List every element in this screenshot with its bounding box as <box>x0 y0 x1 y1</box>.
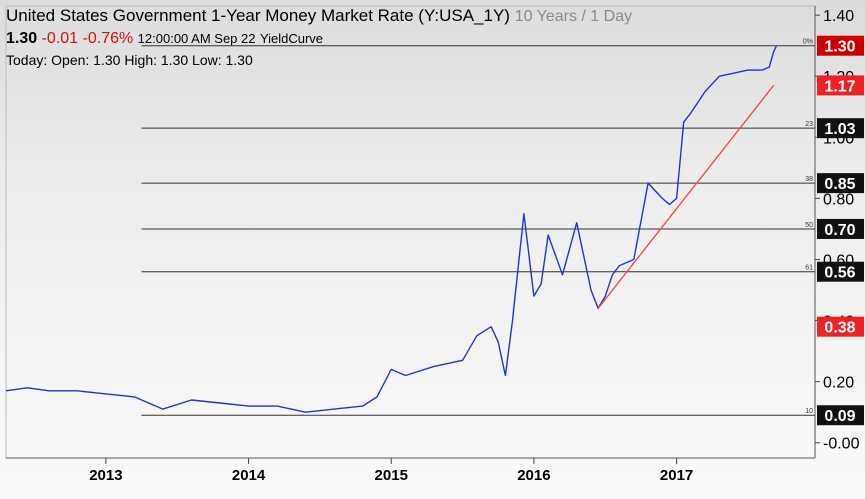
fib-level-tag: 0% <box>803 39 813 46</box>
high-value: 1.30 <box>160 52 189 68</box>
level-badge-label: 1.30 <box>824 39 855 56</box>
level-badge <box>817 118 864 139</box>
low-label: Low: <box>192 52 222 68</box>
price-change-percent: -0.76% <box>82 30 134 47</box>
fib-level-tag: 50 <box>805 222 813 229</box>
x-tick-label: 2015 <box>375 467 408 484</box>
fib-level-tag: 10 <box>805 408 813 415</box>
x-tick-label: 2017 <box>660 467 693 484</box>
trend-line <box>597 85 775 309</box>
quote-line: 1.30 -0.01 -0.76% 12:00:00 AM Sep 22 Yie… <box>6 30 323 48</box>
today-label: Today: <box>6 52 48 68</box>
level-badge <box>817 173 864 194</box>
low-value: 1.30 <box>225 52 253 68</box>
x-tick-label: 2013 <box>89 467 122 484</box>
level-badge-label: 0.85 <box>824 176 855 193</box>
y-tick-label: -0.00 <box>823 436 860 453</box>
x-tick-label: 2016 <box>517 467 550 484</box>
level-badge <box>817 75 864 96</box>
level-badge <box>817 35 864 56</box>
open-value: 1.30 <box>93 52 121 68</box>
chart-period[interactable]: 10 Years / 1 Day <box>514 8 633 25</box>
level-badge <box>817 316 864 337</box>
last-price: 1.30 <box>6 30 38 47</box>
x-tick-label: 2014 <box>232 467 266 484</box>
level-badge <box>817 405 864 426</box>
fib-level-tag: 38 <box>805 176 813 183</box>
chart-title: United States Government 1-Year Money Ma… <box>6 6 510 25</box>
y-tick-label: 0.80 <box>823 191 854 208</box>
fib-level-tag: 23 <box>805 121 813 128</box>
plot-frame <box>5 5 816 459</box>
today-stats: Today: Open: 1.30 High: 1.30 Low: 1.30 <box>6 52 253 68</box>
level-badge-label: 0.70 <box>824 222 855 239</box>
level-badge-label: 1.03 <box>824 121 855 138</box>
level-badge-label: 0.56 <box>824 265 855 282</box>
fib-level-tag: 61 <box>805 265 813 272</box>
chart-title-line: United States Government 1-Year Money Ma… <box>6 6 632 26</box>
y-tick-label: 0.20 <box>823 375 854 392</box>
price-series-line <box>5 45 778 413</box>
level-badge <box>817 261 864 282</box>
level-badge-label: 0.09 <box>824 408 855 425</box>
quote-timestamp: 12:00:00 AM Sep 22 <box>137 31 256 46</box>
y-tick-label: 1.40 <box>823 8 854 25</box>
high-label: High: <box>124 52 157 68</box>
level-badge-label: 1.17 <box>824 78 855 95</box>
level-badge-label: 0.38 <box>824 320 855 337</box>
price-change: -0.01 <box>41 30 79 47</box>
open-label: Open: <box>51 52 90 68</box>
data-source: YieldCurve <box>259 31 324 46</box>
level-badge <box>817 218 864 239</box>
